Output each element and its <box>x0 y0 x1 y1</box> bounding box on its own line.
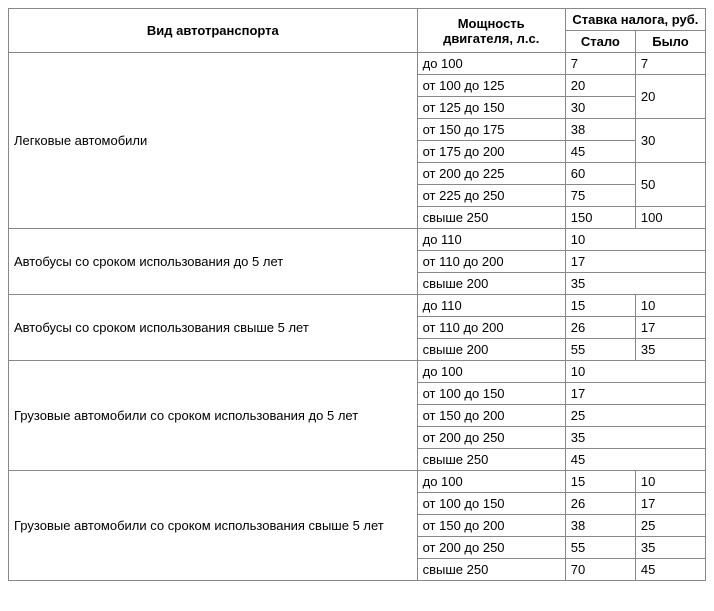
table-row: Автобусы со сроком использования свыше 5… <box>9 295 706 317</box>
power-cell: свыше 250 <box>417 559 565 581</box>
power-cell: от 225 до 250 <box>417 185 565 207</box>
power-cell: от 100 до 150 <box>417 383 565 405</box>
vehicle-type: Грузовые автомобили со сроком использова… <box>9 471 418 581</box>
rate-cell: 17 <box>565 251 705 273</box>
was-cell: 50 <box>635 163 705 207</box>
header-power: Мощность двигателя, л.с. <box>417 9 565 53</box>
power-cell: от 200 до 250 <box>417 537 565 559</box>
power-cell: от 200 до 250 <box>417 427 565 449</box>
tax-table: Вид автотранспортаМощность двигателя, л.… <box>8 8 706 581</box>
was-cell: 35 <box>635 537 705 559</box>
rate-cell: 45 <box>565 449 705 471</box>
header-vehicle: Вид автотранспорта <box>9 9 418 53</box>
was-cell: 35 <box>635 339 705 361</box>
power-cell: до 110 <box>417 295 565 317</box>
became-cell: 55 <box>565 537 635 559</box>
was-cell: 17 <box>635 493 705 515</box>
vehicle-type: Грузовые автомобили со сроком использова… <box>9 361 418 471</box>
power-cell: от 110 до 200 <box>417 251 565 273</box>
became-cell: 15 <box>565 295 635 317</box>
rate-cell: 17 <box>565 383 705 405</box>
header-was: Было <box>635 31 705 53</box>
table-row: Легковые автомобилидо 10077 <box>9 53 706 75</box>
power-cell: до 100 <box>417 53 565 75</box>
vehicle-type: Легковые автомобили <box>9 53 418 229</box>
rate-cell: 35 <box>565 427 705 449</box>
became-cell: 26 <box>565 317 635 339</box>
power-cell: от 125 до 150 <box>417 97 565 119</box>
vehicle-type: Автобусы со сроком использования до 5 ле… <box>9 229 418 295</box>
rate-cell: 10 <box>565 229 705 251</box>
was-cell: 7 <box>635 53 705 75</box>
was-cell: 10 <box>635 471 705 493</box>
power-cell: от 175 до 200 <box>417 141 565 163</box>
became-cell: 75 <box>565 185 635 207</box>
table-row: Грузовые автомобили со сроком использова… <box>9 361 706 383</box>
vehicle-type: Автобусы со сроком использования свыше 5… <box>9 295 418 361</box>
became-cell: 38 <box>565 119 635 141</box>
header-rate: Ставка налога, руб. <box>565 9 705 31</box>
power-cell: от 100 до 125 <box>417 75 565 97</box>
became-cell: 150 <box>565 207 635 229</box>
was-cell: 10 <box>635 295 705 317</box>
became-cell: 60 <box>565 163 635 185</box>
became-cell: 15 <box>565 471 635 493</box>
power-cell: от 110 до 200 <box>417 317 565 339</box>
power-cell: свыше 250 <box>417 449 565 471</box>
power-cell: от 150 до 200 <box>417 405 565 427</box>
was-cell: 20 <box>635 75 705 119</box>
was-cell: 45 <box>635 559 705 581</box>
power-cell: от 150 до 200 <box>417 515 565 537</box>
rate-cell: 35 <box>565 273 705 295</box>
became-cell: 20 <box>565 75 635 97</box>
table-row: Автобусы со сроком использования до 5 ле… <box>9 229 706 251</box>
table-row: Грузовые автомобили со сроком использова… <box>9 471 706 493</box>
power-cell: от 150 до 175 <box>417 119 565 141</box>
was-cell: 25 <box>635 515 705 537</box>
power-cell: до 100 <box>417 471 565 493</box>
power-cell: от 200 до 225 <box>417 163 565 185</box>
power-cell: свыше 250 <box>417 207 565 229</box>
power-cell: свыше 200 <box>417 273 565 295</box>
became-cell: 26 <box>565 493 635 515</box>
became-cell: 45 <box>565 141 635 163</box>
became-cell: 55 <box>565 339 635 361</box>
became-cell: 30 <box>565 97 635 119</box>
power-cell: от 100 до 150 <box>417 493 565 515</box>
rate-cell: 25 <box>565 405 705 427</box>
became-cell: 70 <box>565 559 635 581</box>
became-cell: 38 <box>565 515 635 537</box>
became-cell: 7 <box>565 53 635 75</box>
was-cell: 30 <box>635 119 705 163</box>
was-cell: 17 <box>635 317 705 339</box>
rate-cell: 10 <box>565 361 705 383</box>
header-became: Стало <box>565 31 635 53</box>
power-cell: до 100 <box>417 361 565 383</box>
was-cell: 100 <box>635 207 705 229</box>
power-cell: свыше 200 <box>417 339 565 361</box>
power-cell: до 110 <box>417 229 565 251</box>
